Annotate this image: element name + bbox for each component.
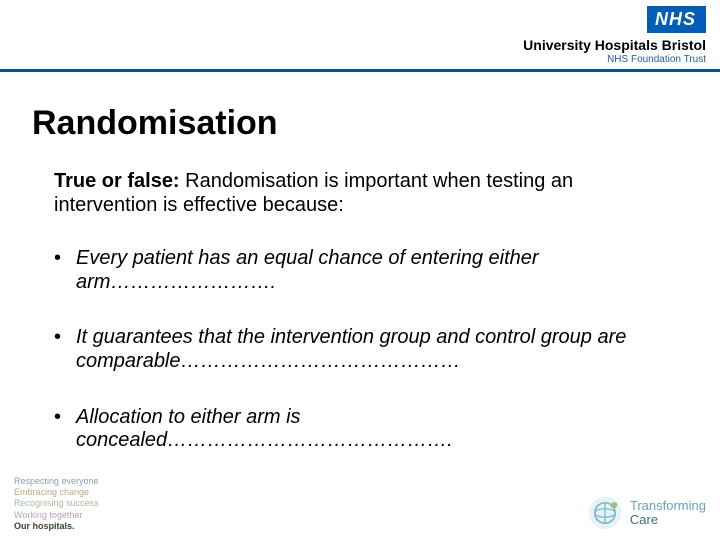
footer-value-line: Working together xyxy=(14,510,99,521)
header-bar: NHS University Hospitals Bristol NHS Fou… xyxy=(0,0,720,72)
slide: NHS University Hospitals Bristol NHS Fou… xyxy=(0,0,720,540)
trust-subline: NHS Foundation Trust xyxy=(523,54,706,65)
footer-value-line: Respecting everyone xyxy=(14,476,99,487)
tc-line2: Care xyxy=(630,513,706,527)
footer-values: Respecting everyone Embracing change Rec… xyxy=(14,476,99,532)
transforming-care-icon xyxy=(588,496,622,530)
bullet-item: Allocation to either arm is concealed………… xyxy=(54,406,670,453)
tc-line1: Transforming xyxy=(630,499,706,513)
trust-name: University Hospitals Bristol xyxy=(523,37,706,53)
footer-value-line: Recognising success xyxy=(14,498,99,509)
nhs-badge: NHS xyxy=(647,6,706,33)
intro-lead: True or false: xyxy=(54,170,180,192)
footer-value-line: Embracing change xyxy=(14,487,99,498)
footer-logo: Transforming Care xyxy=(588,496,706,530)
nhs-logo-block: NHS University Hospitals Bristol NHS Fou… xyxy=(523,6,706,65)
bullet-item: Every patient has an equal chance of ent… xyxy=(54,247,670,294)
intro-text: True or false: Randomisation is importan… xyxy=(54,170,670,217)
bullet-item: It guarantees that the intervention grou… xyxy=(54,326,670,373)
slide-title: Randomisation xyxy=(32,104,278,143)
footer-hospitals: Our hospitals. xyxy=(14,521,99,532)
bullet-list: Every patient has an equal chance of ent… xyxy=(54,247,670,453)
transforming-care-text: Transforming Care xyxy=(630,499,706,526)
slide-body: True or false: Randomisation is importan… xyxy=(54,170,670,485)
